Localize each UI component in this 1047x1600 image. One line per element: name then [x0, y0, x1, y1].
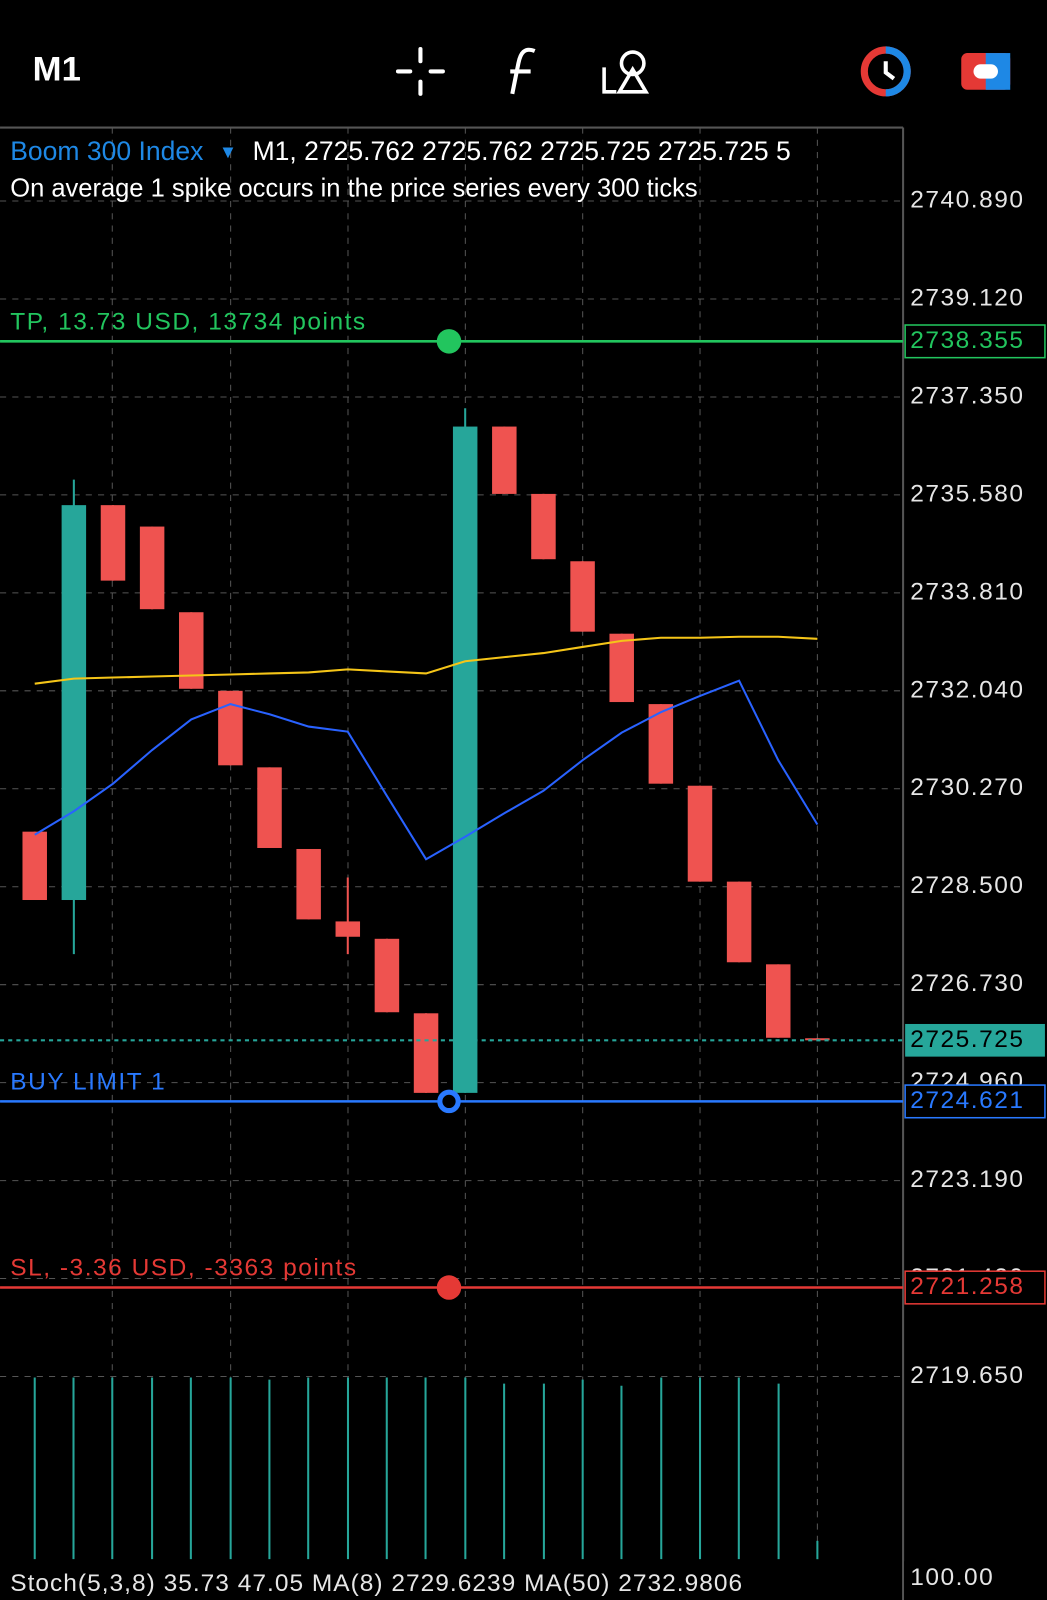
candle-body	[139, 526, 165, 610]
objects-icon[interactable]	[602, 50, 650, 94]
history-icon[interactable]	[860, 46, 911, 97]
last-price-label: 2725.725	[910, 1026, 1024, 1053]
tick-bg	[904, 1561, 1047, 1600]
order-price-label: 2724.621	[910, 1087, 1024, 1114]
y-tick-label: 2733.810	[910, 578, 1024, 605]
ohlc-info: M1, 2725.762 2725.762 2725.725 2725.725 …	[253, 136, 791, 166]
volume-bars	[33, 1377, 819, 1560]
candle-body	[492, 426, 517, 494]
y-tick-label: 2737.350	[910, 382, 1024, 409]
chart-subtitle: On average 1 spike occurs in the price s…	[10, 175, 697, 203]
candle-body	[179, 612, 204, 689]
candle-body	[531, 493, 556, 560]
candle-body	[570, 561, 595, 632]
overlay: 2740.890 2739.120 2737.350 2735.580 2733.810…	[0, 187, 1046, 1389]
order-level-label: BUY LIMIT 1	[10, 1068, 166, 1095]
candle-body	[61, 505, 87, 901]
candle-body	[335, 921, 361, 937]
candle-body	[257, 767, 282, 848]
order-price-label: 2738.355	[910, 327, 1024, 354]
order-price-box	[904, 324, 1046, 359]
indicator-legend: Stoch(5,3,8) 35.73 47.05 MA(8) 2729.6239…	[10, 1570, 743, 1597]
candle-body	[766, 964, 791, 1038]
y-tick-label: 2723.190	[910, 1166, 1024, 1193]
candle-body	[218, 690, 243, 766]
moving-average-line	[34, 679, 819, 861]
y-tick-label: 2735.580	[910, 480, 1024, 507]
symbol-dropdown[interactable]: ▼	[219, 141, 237, 162]
candle-body	[374, 938, 400, 1013]
candle-body	[22, 831, 47, 901]
candle-body	[805, 1038, 830, 1041]
candle-body	[687, 785, 713, 882]
y-tick-label: 2728.500	[910, 872, 1024, 899]
order-price-box	[904, 1084, 1046, 1119]
crosshair-icon[interactable]	[395, 46, 445, 96]
y-tick-label: 2719.650	[910, 1362, 1024, 1389]
timeframe-button[interactable]: M1	[33, 51, 81, 89]
order-price-label: 2721.258	[910, 1273, 1024, 1300]
order-price-box	[904, 1270, 1046, 1305]
chart-info: Boom 300 Index ▼ M1, 2725.762 2725.762 2…	[10, 136, 791, 166]
moving-average-line	[34, 635, 818, 685]
y-tick-label: 2739.120	[910, 284, 1024, 311]
order-handle[interactable]	[436, 329, 462, 354]
order-level-label: TP, 13.73 USD, 13734 points	[10, 308, 366, 335]
y-tick-label: 2740.890	[910, 187, 1024, 214]
symbol-name[interactable]: Boom 300 Index	[10, 136, 203, 166]
indicator-tick: 100.00	[910, 1564, 994, 1591]
plot	[22, 408, 830, 1093]
candle-body	[100, 505, 126, 581]
order-level-label: SL, -3.36 USD, -3363 points	[10, 1255, 357, 1282]
order-handle[interactable]	[437, 1089, 461, 1114]
candle-body	[452, 426, 478, 1093]
candle-body	[296, 848, 321, 920]
last-price-box	[905, 1023, 1045, 1057]
y-tick-label: 2730.270	[910, 774, 1024, 801]
candle-body	[726, 881, 752, 963]
candle-body	[413, 1013, 439, 1093]
y-tick-label: 2732.040	[910, 676, 1024, 703]
indicators-icon[interactable]	[510, 47, 536, 95]
trade-icon[interactable]	[961, 53, 1011, 90]
y-tick-label: 2726.730	[910, 970, 1024, 997]
candle-body	[609, 633, 634, 703]
order-handle[interactable]	[436, 1275, 462, 1300]
